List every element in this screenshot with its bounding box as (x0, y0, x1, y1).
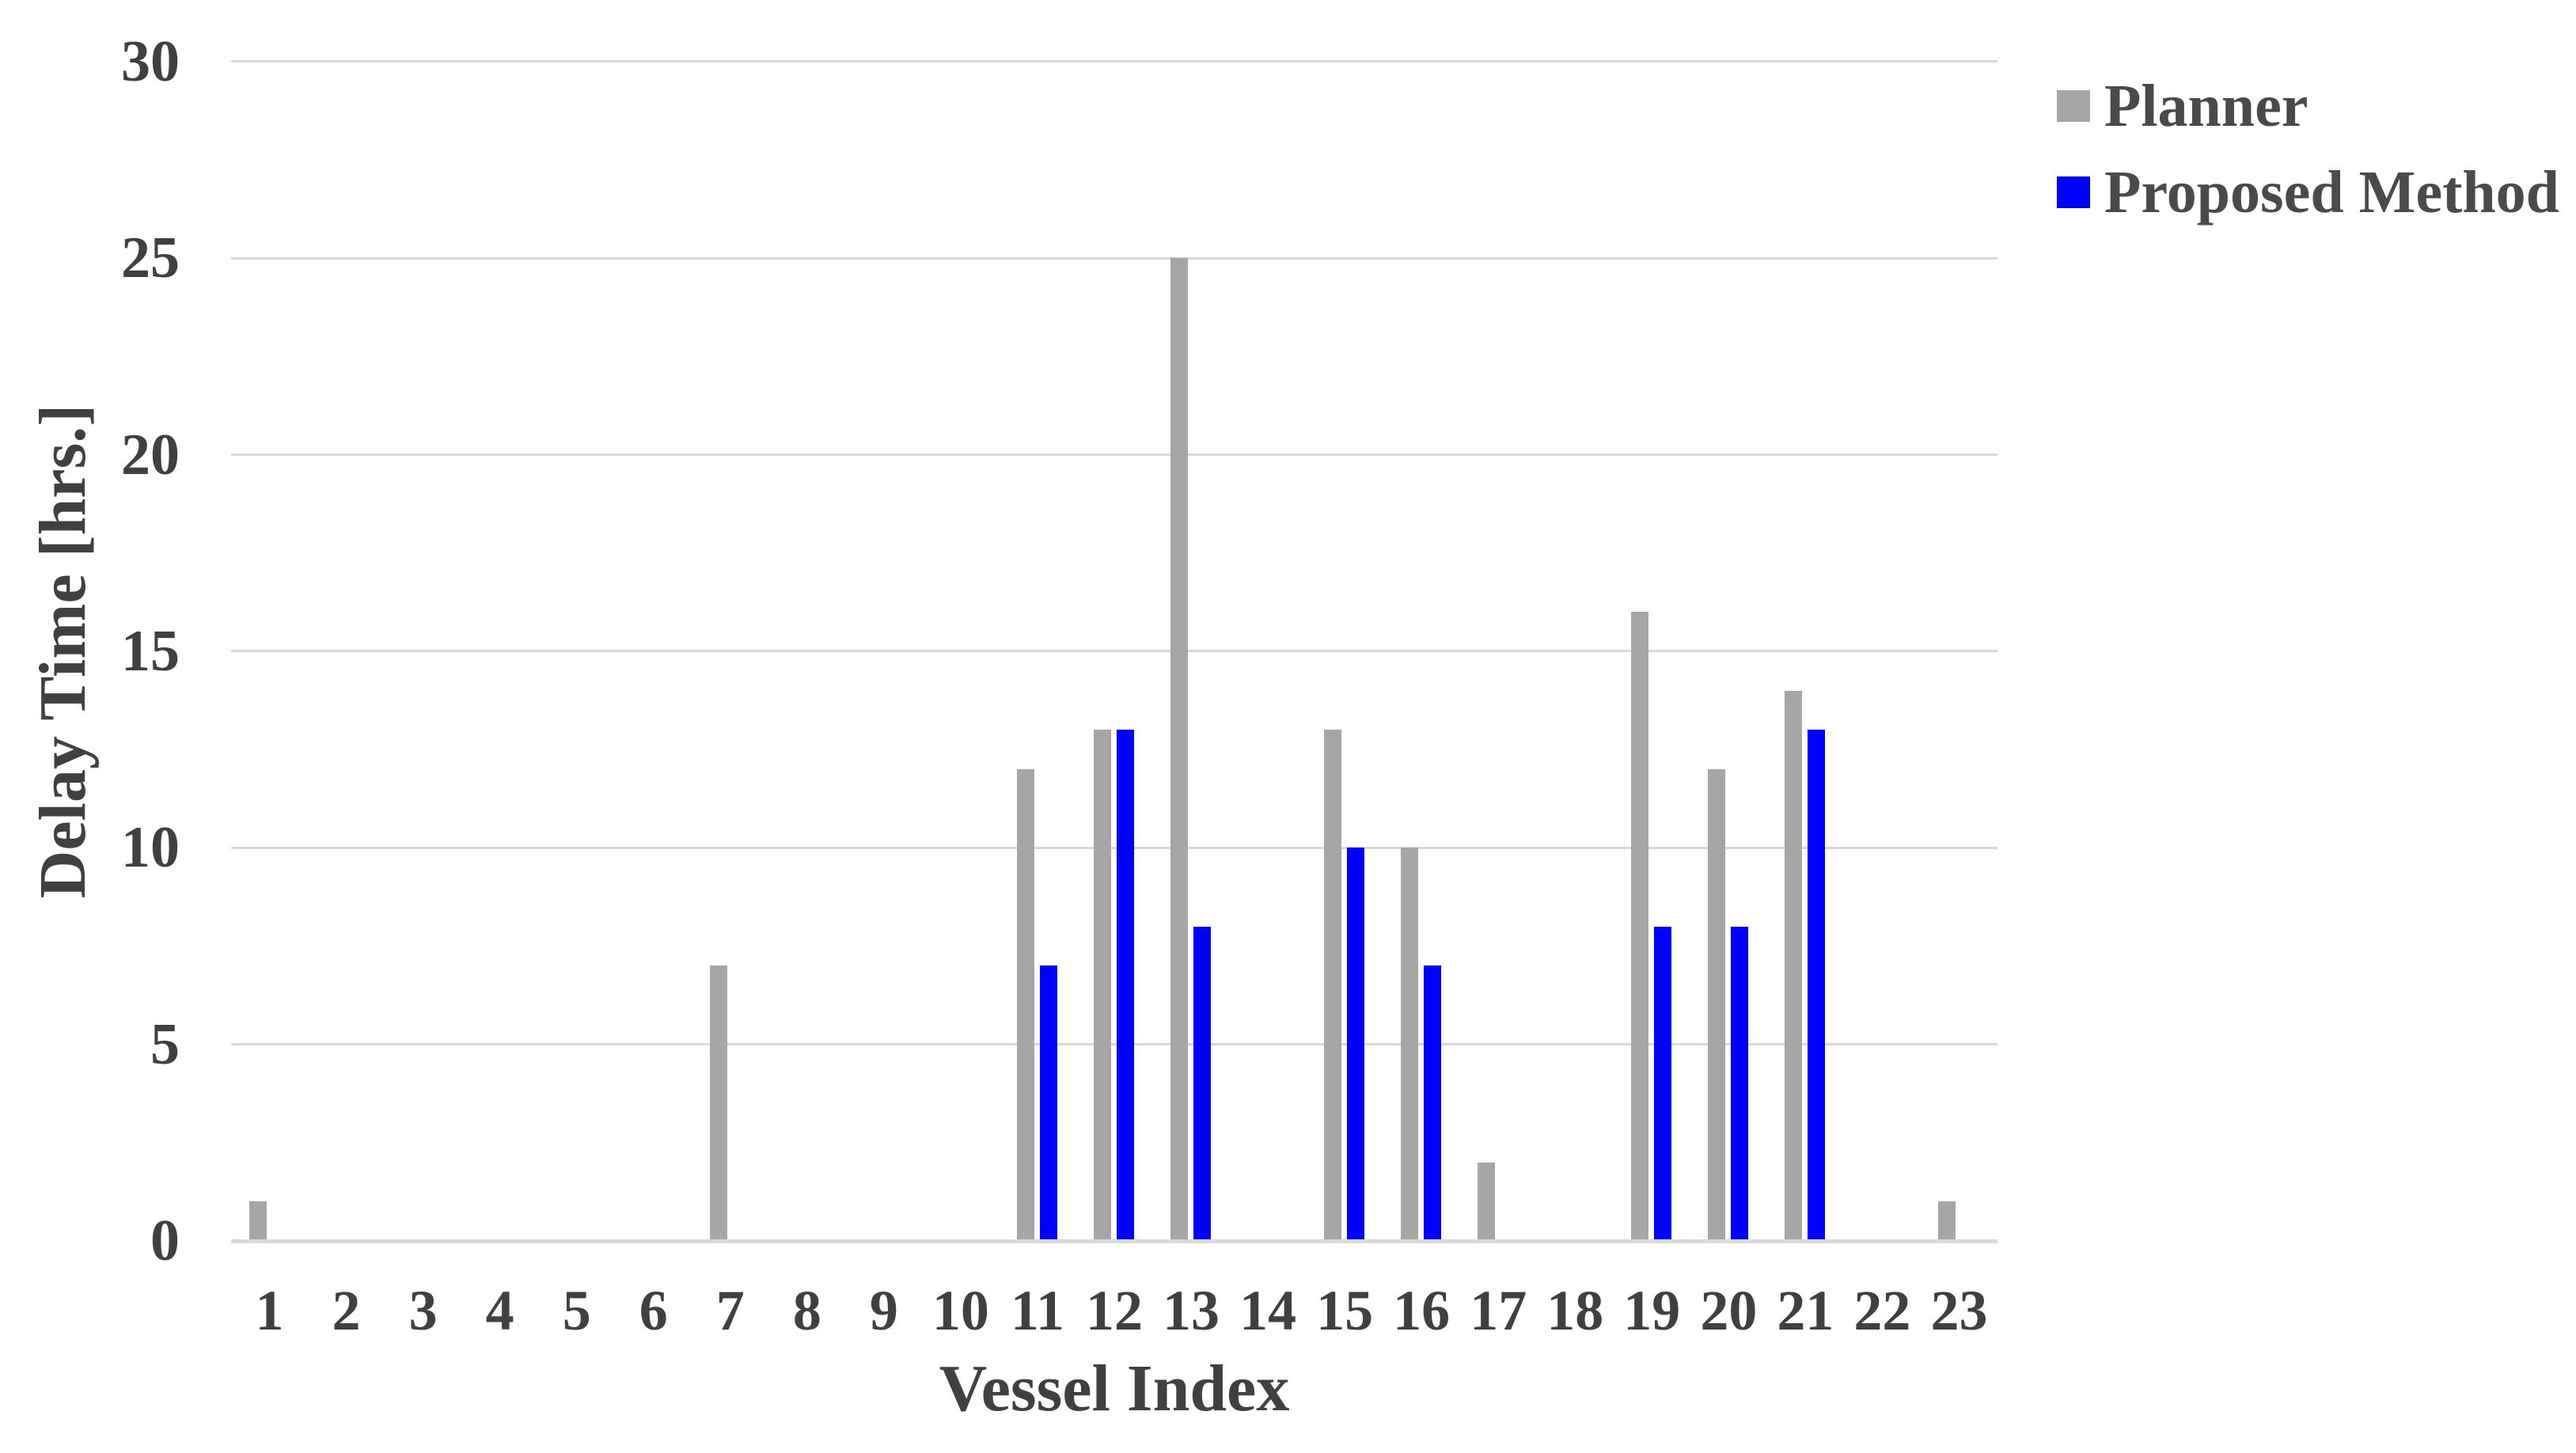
x-tick-label-18: 18 (1546, 1279, 1604, 1342)
legend-item-planner: Planner (2057, 74, 2309, 138)
x-tick-label-12: 12 (1085, 1279, 1143, 1342)
bar-proposed-method-11 (1039, 966, 1057, 1241)
x-tick-label-13: 13 (1163, 1279, 1220, 1342)
bar-planner-1 (248, 1201, 267, 1241)
x-tick-label-15: 15 (1316, 1279, 1374, 1342)
x-axis-line (231, 1239, 1997, 1243)
bar-planner-17 (1478, 1162, 1496, 1241)
bar-planner-15 (1324, 730, 1342, 1241)
bar-proposed-method-13 (1193, 926, 1212, 1241)
bar-proposed-method-21 (1808, 730, 1826, 1241)
bar-planner-16 (1401, 848, 1419, 1241)
x-tick-label-1: 1 (255, 1279, 284, 1342)
bar-proposed-method-12 (1117, 730, 1134, 1241)
legend-swatch-icon (2057, 90, 2090, 122)
bar-planner-12 (1094, 730, 1111, 1241)
x-tick-label-3: 3 (408, 1279, 438, 1342)
gridline-y-10 (231, 846, 1997, 849)
x-tick-label-19: 19 (1623, 1279, 1681, 1342)
x-tick-label-6: 6 (639, 1279, 668, 1342)
x-tick-label-5: 5 (562, 1279, 591, 1342)
y-tick-label-25: 25 (121, 226, 180, 291)
x-tick-label-20: 20 (1700, 1279, 1758, 1342)
bar-planner-11 (1016, 768, 1034, 1241)
gridline-y-20 (231, 453, 1997, 457)
gridline-y-5 (231, 1043, 1997, 1046)
y-tick-label-0: 0 (150, 1208, 180, 1273)
legend-label: Planner (2104, 73, 2309, 139)
x-tick-label-16: 16 (1393, 1279, 1451, 1342)
x-tick-label-9: 9 (869, 1279, 898, 1342)
legend-item-proposed-method: Proposed Method (2057, 161, 2559, 224)
y-tick-label-10: 10 (121, 815, 180, 881)
y-tick-label-5: 5 (150, 1011, 180, 1077)
y-tick-label-20: 20 (121, 422, 180, 487)
bar-planner-19 (1631, 612, 1649, 1241)
y-tick-label-30: 30 (121, 28, 180, 94)
bar-planner-13 (1170, 258, 1189, 1241)
x-tick-label-10: 10 (931, 1279, 989, 1342)
bar-proposed-method-19 (1654, 926, 1672, 1241)
x-tick-label-21: 21 (1777, 1279, 1834, 1342)
bar-proposed-method-20 (1731, 926, 1749, 1241)
x-tick-label-2: 2 (332, 1279, 361, 1342)
x-tick-label-17: 17 (1470, 1279, 1527, 1342)
x-tick-label-14: 14 (1239, 1279, 1297, 1342)
legend-swatch-icon (2057, 176, 2090, 208)
y-tick-label-15: 15 (121, 618, 180, 684)
bar-proposed-method-16 (1424, 966, 1442, 1241)
x-tick-label-23: 23 (1930, 1279, 1988, 1342)
gridline-y-30 (231, 60, 1997, 63)
x-tick-label-7: 7 (715, 1279, 745, 1342)
x-axis-title: Vessel Index (939, 1352, 1290, 1425)
bar-planner-20 (1708, 768, 1726, 1241)
bar-planner-23 (1938, 1201, 1956, 1241)
x-tick-label-22: 22 (1853, 1279, 1911, 1342)
gridline-y-25 (231, 256, 1997, 260)
x-tick-label-4: 4 (485, 1279, 514, 1342)
bar-planner-7 (709, 966, 727, 1241)
x-tick-label-8: 8 (792, 1279, 821, 1342)
legend-label: Proposed Method (2104, 159, 2559, 226)
x-tick-label-11: 11 (1010, 1279, 1064, 1342)
bar-proposed-method-15 (1347, 848, 1365, 1241)
gridline-y-15 (231, 650, 1997, 653)
bar-planner-21 (1785, 690, 1803, 1241)
